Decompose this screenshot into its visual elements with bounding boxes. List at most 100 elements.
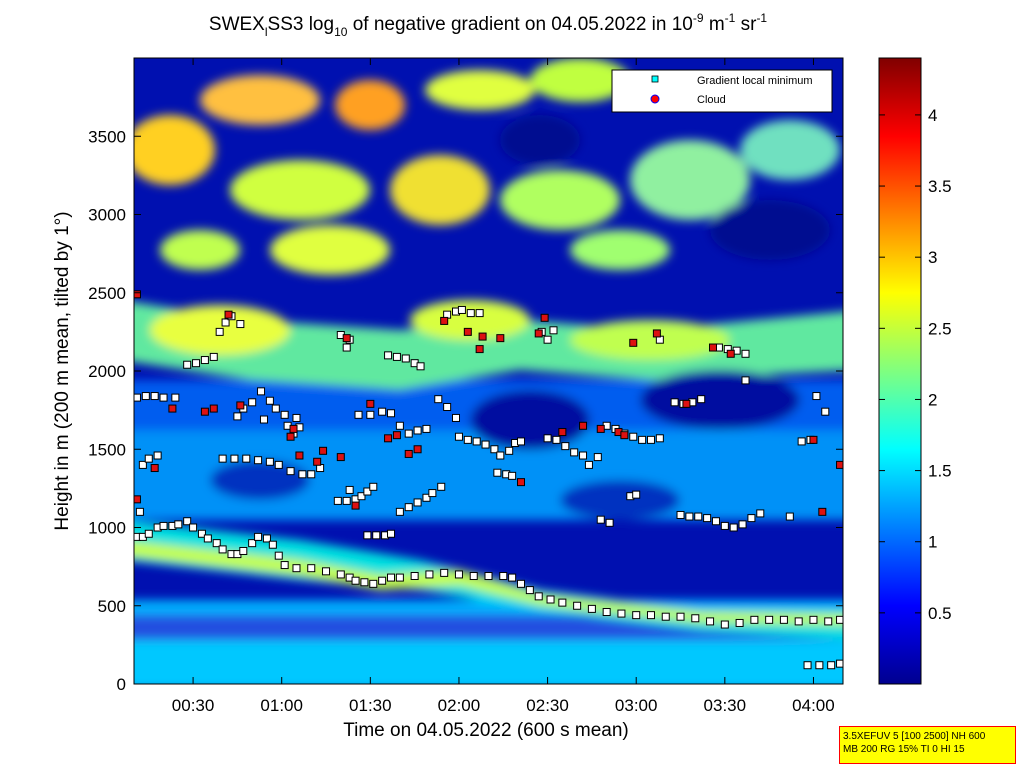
gradient-min-point [413,426,422,435]
cloud-point [682,399,691,408]
gradient-min-point [395,507,404,516]
y-tick-label: 1000 [88,519,126,538]
gradient-min-point [750,615,759,624]
legend-square-icon [651,75,659,83]
gradient-min-point [218,545,227,554]
cloud-point [709,343,718,352]
gradient-min-point [596,515,605,524]
gradient-min-point [413,498,422,507]
gradient-min-point [434,395,443,404]
cloud-point [478,332,487,341]
gradient-min-point [741,349,750,358]
gradient-min-point [150,392,159,401]
gradient-min-point [351,576,360,585]
gradient-min-point [363,487,372,496]
gradient-min-point [333,496,342,505]
gradient-min-point [322,567,331,576]
gradient-min-point [720,620,729,629]
gradient-min-point [422,424,431,433]
gradient-min-point [815,661,824,670]
cloud-point [286,432,295,441]
gradient-min-point [197,529,206,538]
gradient-min-point [617,609,626,618]
cloud-point [209,404,218,413]
gradient-min-point [369,579,378,588]
gradient-min-point [248,398,257,407]
gradient-min-point [183,517,192,526]
chart-title: SWEXlSS3 log10 of negative gradient on 0… [209,11,768,39]
gradient-min-point [694,512,703,521]
gradient-min-point [703,514,712,523]
gradient-min-point [593,453,602,462]
colorbar-tick-label: 1.5 [928,462,952,481]
gradient-min-point [292,413,301,422]
cloud-point [224,310,233,319]
gradient-min-point [661,612,670,621]
colorbar-tick-label: 2.5 [928,319,952,338]
gradient-min-point [655,434,664,443]
gradient-min-point [812,392,821,401]
x-tick-label: 04:00 [792,696,835,715]
cloud-point [392,431,401,440]
x-tick-label: 02:30 [526,696,569,715]
gradient-min-point [387,529,396,538]
x-axis: 00:30 01:00 01:30 02:00 02:30 03:00 03:30 04:00 [172,58,835,715]
y-tick-label: 500 [98,597,126,616]
gradient-min-point [171,393,180,402]
cloud-point [150,464,159,473]
gradient-min-point [546,595,555,604]
gradient-min-point [587,604,596,613]
info-box: 3.5XEFUV 5 [100 2500] NH 600 MB 200 RG 1… [839,726,1016,764]
cloud-point [818,507,827,516]
colorbar [878,57,922,685]
gradient-min-point [558,598,567,607]
gradient-min-point [490,445,499,454]
gradient-min-point [779,615,788,624]
gradient-min-point [632,490,641,499]
gradient-min-point [141,392,150,401]
cloud-point [342,334,351,343]
x-axis-label: Time on 04.05.2022 (600 s mean) [343,720,629,741]
gradient-min-point [271,404,280,413]
gradient-min-point [629,432,638,441]
y-tick-label: 1500 [88,440,126,459]
gradient-min-point [144,529,153,538]
cloud-point [384,434,393,443]
y-axis: 0 500 1000 1500 2000 2500 3000 3500 [88,127,843,694]
gradient-min-point [422,493,431,502]
gradient-min-point [472,437,481,446]
x-tick-label: 01:30 [349,696,392,715]
gradient-min-point [573,601,582,610]
gradient-min-point [378,576,387,585]
gradient-min-point [239,546,248,555]
gradient-min-point [454,570,463,579]
gradient-min-point [363,531,372,540]
cloud-point [836,460,843,469]
cloud-point [726,349,735,358]
heatmap-area [134,58,843,684]
gradient-min-point [579,451,588,460]
cloud-point [463,327,472,336]
gradient-min-point [401,354,410,363]
gradient-min-point [741,376,750,385]
gradient-min-point [254,456,263,465]
gradient-min-point [676,612,685,621]
gradient-min-point [203,534,212,543]
legend-circle-icon [650,94,660,104]
gradient-min-point [505,446,514,455]
y-tick-label: 2000 [88,362,126,381]
colorbar-tick-label: 0.5 [928,604,952,623]
gradient-min-point [824,617,833,626]
gradient-min-point [378,407,387,416]
info-line-1: 3.5XEFUV 5 [100 2500] NH 600 [843,731,986,742]
gradient-min-point [493,468,502,477]
cloud-point [652,329,661,338]
gradient-min-point [307,564,316,573]
gradient-min-point [153,451,162,460]
gradient-min-point [159,393,168,402]
gradient-min-point [756,509,765,518]
gradient-min-point [475,309,484,318]
cloud-point [579,421,588,430]
gradient-min-point [785,512,794,521]
gradient-min-point [416,362,425,371]
